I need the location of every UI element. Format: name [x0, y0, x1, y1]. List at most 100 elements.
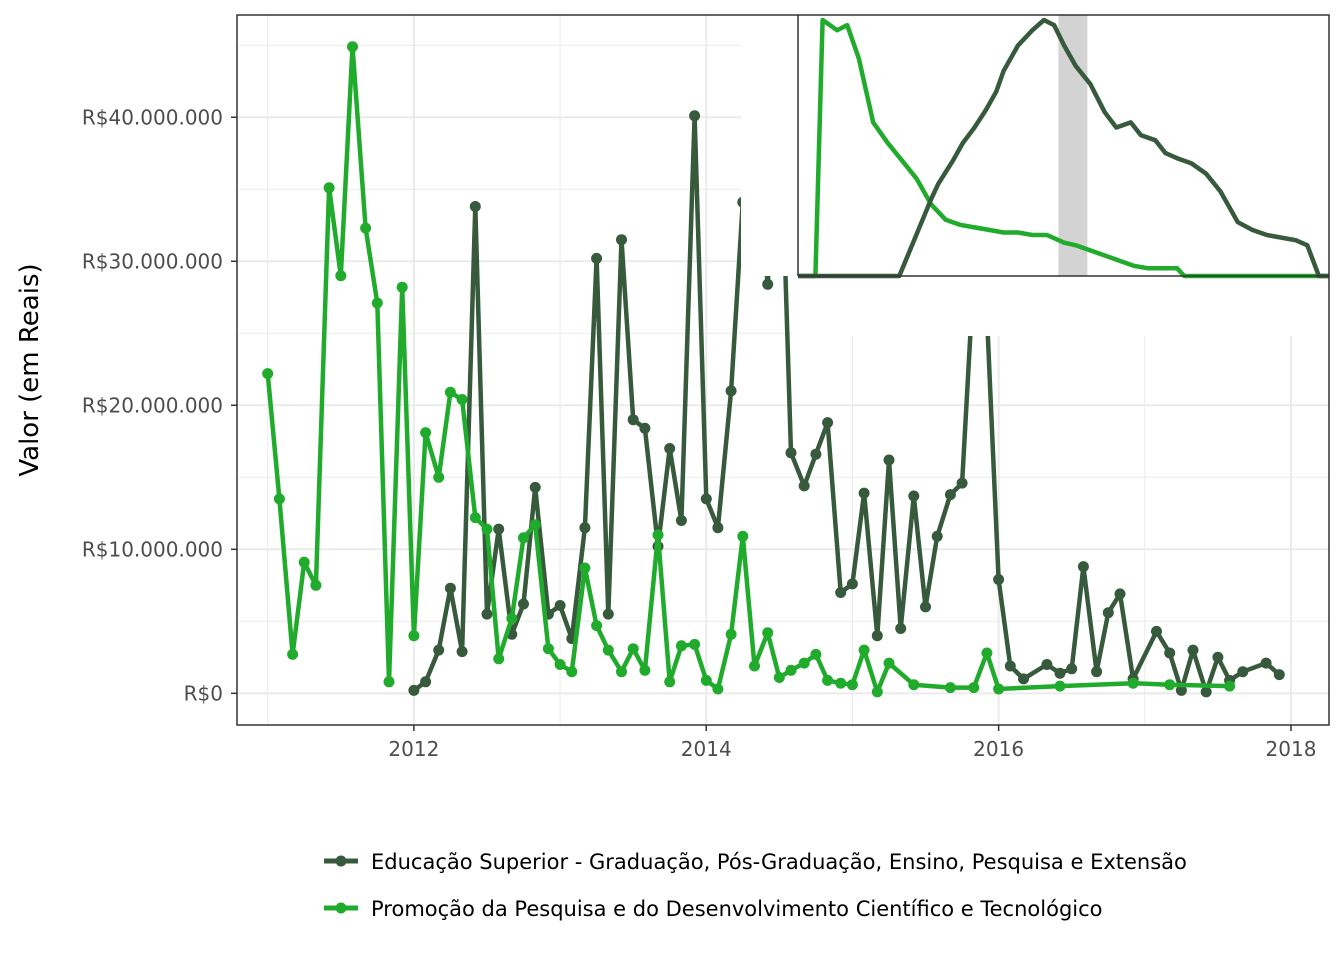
x-tick-label: 2014 — [681, 737, 732, 761]
data-point — [1077, 561, 1089, 573]
data-point — [1260, 657, 1272, 669]
data-point — [420, 427, 432, 439]
series-dark — [408, 71, 1285, 698]
data-point — [846, 578, 858, 590]
data-point — [408, 630, 420, 642]
data-point — [554, 659, 566, 670]
data-point — [579, 562, 591, 574]
data-point — [627, 414, 639, 426]
tick-marks — [231, 116, 1292, 731]
data-point — [993, 574, 1005, 585]
data-point — [700, 493, 712, 505]
inset-plot — [741, 15, 1329, 336]
data-point — [591, 252, 603, 264]
data-point — [639, 422, 651, 434]
data-point — [444, 582, 456, 594]
data-point — [883, 454, 895, 466]
data-point — [871, 630, 883, 642]
data-point — [1102, 607, 1114, 619]
data-point — [456, 394, 468, 405]
data-point — [506, 612, 518, 624]
data-point — [968, 682, 980, 694]
data-point — [262, 368, 274, 380]
data-point — [493, 653, 505, 665]
data-point — [360, 222, 372, 234]
data-point — [383, 676, 395, 688]
inset-line-light — [798, 17, 1329, 279]
data-point — [652, 529, 664, 541]
data-point — [785, 664, 797, 676]
data-point — [433, 471, 445, 483]
data-point — [908, 679, 920, 691]
data-point — [1054, 680, 1066, 692]
y-tick-label: R$0 — [184, 681, 223, 705]
series-light — [262, 41, 1236, 698]
data-point — [810, 648, 822, 660]
data-point — [1164, 647, 1176, 659]
data-point — [469, 512, 481, 524]
legend-item-light: Promoção da Pesquisa e do Desenvolviment… — [324, 897, 1103, 921]
data-point — [518, 532, 529, 544]
data-point — [1127, 677, 1139, 689]
data-point — [469, 201, 481, 212]
legend-label-light: Promoção da Pesquisa e do Desenvolviment… — [371, 897, 1103, 921]
x-tick-label: 2012 — [388, 737, 439, 761]
data-point — [773, 672, 785, 683]
y-tick-label: R$40.000.000 — [82, 105, 223, 129]
data-point — [1224, 680, 1236, 692]
data-point — [1091, 666, 1103, 678]
data-point — [725, 385, 737, 397]
data-point — [871, 686, 883, 698]
data-point — [920, 601, 931, 613]
data-point — [981, 647, 993, 659]
data-point — [712, 522, 724, 534]
data-point — [1018, 673, 1029, 685]
data-point — [785, 447, 797, 459]
data-point — [725, 628, 737, 640]
data-point — [737, 530, 749, 542]
x-tick-labels: 2012 2014 2016 2018 — [388, 737, 1316, 761]
data-point — [908, 490, 920, 502]
data-point — [858, 487, 870, 499]
x-tick-label: 2018 — [1266, 737, 1317, 761]
data-point — [712, 683, 724, 695]
legend-key-point-dark — [335, 855, 347, 867]
data-point — [542, 643, 554, 655]
data-point — [518, 598, 529, 610]
data-point — [700, 674, 712, 686]
y-tick-label: R$10.000.000 — [82, 537, 223, 561]
legend-item-dark: Educação Superior - Graduação, Pós-Gradu… — [324, 850, 1187, 874]
data-point — [689, 110, 701, 122]
data-point — [273, 493, 285, 505]
data-point — [602, 644, 614, 656]
data-point — [529, 481, 541, 493]
data-point — [749, 660, 760, 672]
data-point — [579, 522, 591, 534]
data-point — [1175, 684, 1187, 696]
data-point — [627, 643, 639, 655]
data-point — [456, 646, 468, 658]
data-point — [444, 386, 456, 398]
data-point — [883, 657, 895, 669]
data-point — [481, 523, 493, 535]
data-point — [347, 41, 358, 53]
y-axis-title: Valor (em Reais) — [15, 263, 45, 476]
legend-key-point-light — [335, 902, 347, 914]
data-point — [664, 676, 676, 688]
inset-highlight-band — [1058, 15, 1088, 276]
data-point — [993, 683, 1005, 695]
data-point — [1237, 666, 1249, 678]
data-point — [298, 556, 310, 568]
data-point — [1273, 669, 1285, 681]
data-point — [944, 489, 956, 501]
data-point — [931, 530, 943, 542]
data-point — [639, 664, 651, 676]
series-layer — [262, 41, 1285, 698]
data-point — [689, 638, 701, 650]
data-point — [944, 682, 956, 694]
data-point — [616, 234, 627, 246]
data-point — [846, 679, 858, 691]
data-point — [591, 620, 603, 632]
data-point — [835, 677, 847, 689]
